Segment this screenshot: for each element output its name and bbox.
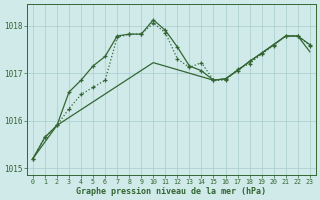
X-axis label: Graphe pression niveau de la mer (hPa): Graphe pression niveau de la mer (hPa)	[76, 187, 266, 196]
